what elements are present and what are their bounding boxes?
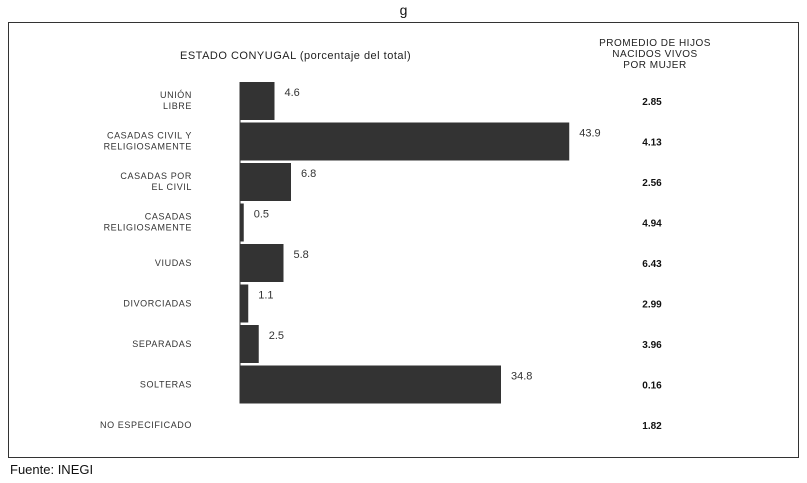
- avg-children-value: 0.16: [642, 381, 662, 392]
- data-label: 2.5: [269, 330, 284, 342]
- avg-children-value: 6.43: [642, 259, 662, 270]
- avg-children-value: 2.99: [642, 300, 662, 311]
- category-label: SOLTERAS: [140, 380, 192, 390]
- top-caption: g: [399, 2, 408, 18]
- category-label: CASADAS POR EL CIVIL: [120, 171, 192, 192]
- category-label: CASADAS RELIGIOSAMENTE: [104, 212, 192, 233]
- bar: [240, 325, 259, 363]
- avg-children-value: 3.96: [642, 340, 662, 351]
- bar: [240, 163, 291, 201]
- data-label: 34.8: [511, 371, 532, 383]
- chart-frame: [8, 22, 799, 458]
- data-label: 43.9: [579, 128, 600, 140]
- bar: [240, 284, 249, 323]
- category-label: SEPARADAS: [132, 339, 192, 349]
- data-label: 6.8: [301, 168, 316, 180]
- category-label: NO ESPECIFICADO: [100, 420, 192, 430]
- category-label: UNIÓN LIBRE: [160, 90, 192, 111]
- avg-header-line-1: PROMEDIO DE HIJOS: [599, 38, 711, 49]
- avg-children-value: 4.94: [642, 219, 662, 230]
- category-label: CASADAS CIVIL Y RELIGIOSAMENTE: [104, 131, 192, 152]
- data-label: 4.6: [285, 87, 300, 99]
- data-label: 5.8: [294, 249, 309, 261]
- category-label: VIUDAS: [155, 258, 192, 268]
- bar: [240, 203, 244, 242]
- bar: [240, 365, 501, 404]
- bar: [240, 244, 284, 282]
- category-label: DIVORCIADAS: [123, 299, 192, 309]
- data-label: 0.5: [254, 209, 269, 221]
- avg-header-line-3: POR MUJER: [623, 60, 687, 71]
- avg-children-value: 1.82: [642, 421, 662, 432]
- bar: [240, 82, 275, 120]
- source-note: Fuente: INEGI: [10, 462, 94, 477]
- bar: [240, 122, 570, 161]
- data-label: 1.1: [258, 290, 273, 302]
- avg-children-value: 4.13: [642, 138, 662, 149]
- avg-children-value: 2.85: [642, 97, 662, 108]
- avg-children-value: 2.56: [642, 178, 662, 189]
- avg-children-header: PROMEDIO DE HIJOS NACIDOS VIVOS POR MUJE…: [580, 38, 730, 71]
- chart-title: ESTADO CONYUGAL (porcentaje del total): [180, 50, 412, 62]
- avg-header-line-2: NACIDOS VIVOS: [612, 49, 698, 60]
